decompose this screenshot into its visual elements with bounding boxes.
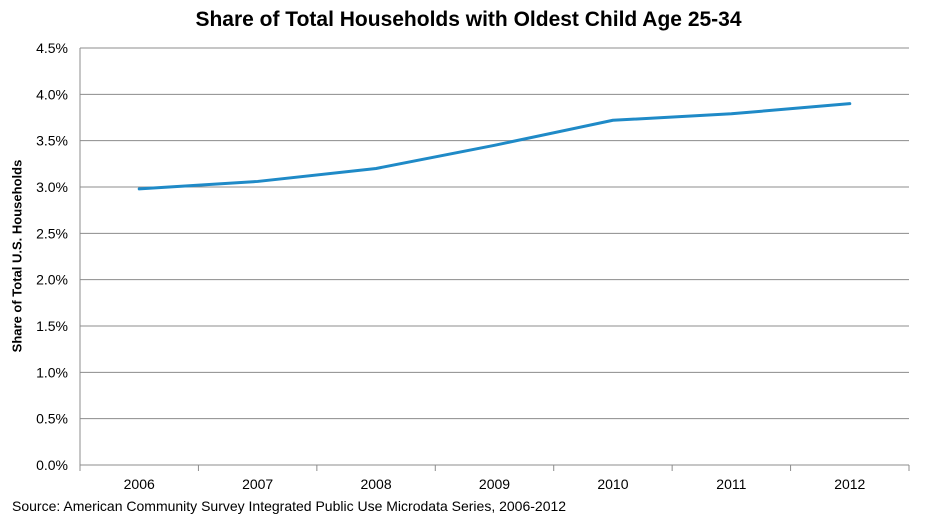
y-tick-label: 1.0% [36, 364, 68, 380]
y-tick-label: 4.5% [36, 40, 68, 56]
x-tick-label: 2007 [242, 476, 273, 492]
y-tick-label: 2.0% [36, 272, 68, 288]
x-tick-label: 2011 [716, 476, 746, 492]
x-tick-labels: 2006 2007 2008 2009 2010 2011 2012 [124, 476, 866, 492]
y-tick-label: 3.0% [36, 179, 68, 195]
x-tick-label: 2006 [124, 476, 155, 492]
chart-title: Share of Total Households with Oldest Ch… [195, 8, 742, 31]
y-tick-label: 2.5% [36, 225, 68, 241]
x-tick-label: 2010 [597, 476, 628, 492]
x-tick-label: 2008 [360, 476, 391, 492]
y-tick-label: 1.5% [36, 318, 68, 334]
y-tick-label: 0.0% [36, 457, 68, 473]
x-tick-label: 2012 [834, 476, 865, 492]
y-tick-labels: 0.0% 0.5% 1.0% 1.5% 2.0% 2.5% 3.0% 3.5% 4.0% 4.5% [36, 40, 68, 473]
series-lines [137, 102, 852, 191]
source-note: Source: American Community Survey Integr… [12, 498, 567, 514]
y-tick-label: 3.5% [36, 133, 68, 149]
gridlines [79, 47, 910, 471]
x-tick-label: 2009 [479, 476, 510, 492]
y-tick-label: 4.0% [36, 86, 68, 102]
y-tick-label: 0.5% [36, 411, 68, 427]
series-line [137, 102, 852, 191]
